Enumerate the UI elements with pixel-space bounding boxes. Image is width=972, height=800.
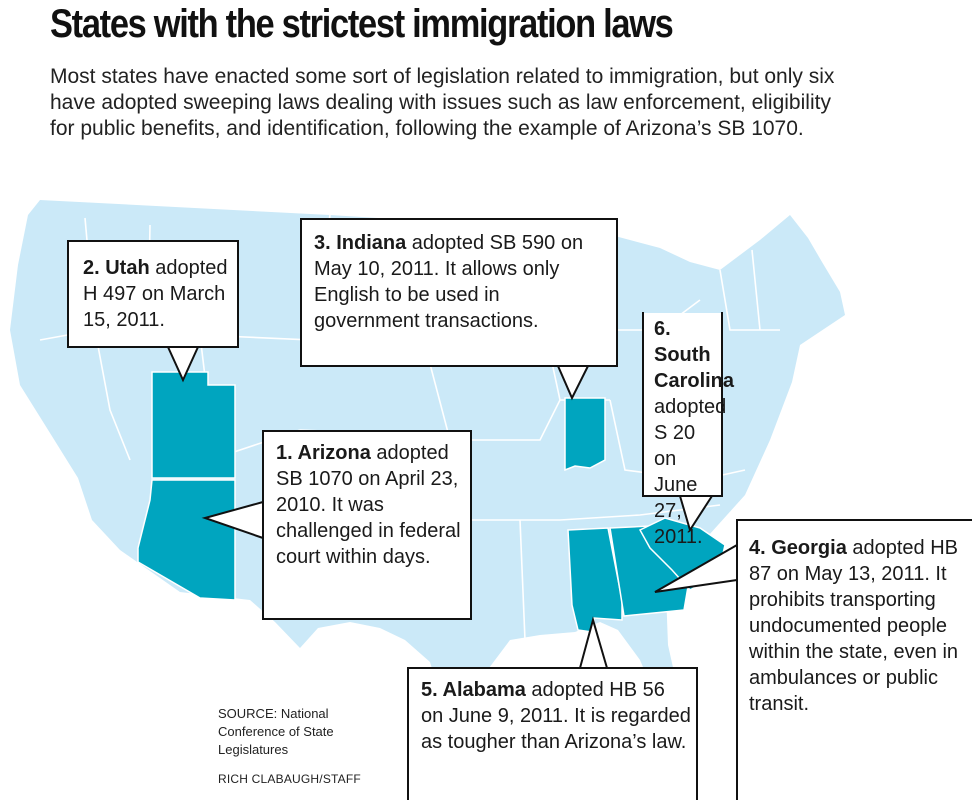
callout-alabama-text: adopted HB 56 on June 9, 2011. It is reg… <box>421 679 691 753</box>
callout-arizona-text: adopted SB 1070 on April 23, 2010. It wa… <box>276 442 461 568</box>
callout-south-carolina-text: adopted S 20 on June 27, 2011. <box>654 396 727 548</box>
callout-georgia: 4. Georgia adopted HB 87 on May 13, 2011… <box>738 521 972 800</box>
pointer-utah <box>167 346 199 383</box>
state-indiana <box>564 397 606 472</box>
pointer-arizona <box>201 501 264 539</box>
callout-open-edges <box>407 312 972 800</box>
callout-alabama-name: 5. Alabama <box>421 679 526 701</box>
callout-georgia-name: 4. Georgia <box>749 537 847 559</box>
callout-indiana-name: 3. Indiana <box>314 232 407 254</box>
source-note: SOURCE: National Conference of State Leg… <box>218 706 334 757</box>
pointer-alabama <box>579 616 608 669</box>
callout-alabama: 5. Alabama adopted HB 56 on June 9, 2011… <box>409 669 696 800</box>
callout-utah: 2. Utah adopted H 497 on March 15, 2011. <box>67 240 239 348</box>
pointer-georgia <box>654 544 738 593</box>
callout-georgia-text: adopted HB 87 on May 13, 2011. It prohib… <box>749 537 959 715</box>
callout-arizona-name: 1. Arizona <box>276 442 371 464</box>
callout-utah-name: 2. Utah <box>83 257 150 279</box>
state-arizona <box>137 479 236 601</box>
pointer-south-carolina <box>679 495 713 533</box>
callout-utah-text: adopted H 497 on March 15, 2011. <box>83 257 228 331</box>
intro-text: Most states have enacted some sort of le… <box>50 65 835 140</box>
pointer-indiana <box>557 365 589 401</box>
highlighted-states <box>137 371 726 633</box>
state-alabama <box>567 527 623 633</box>
callout-south-carolina-name: 6. South Carolina <box>654 318 735 392</box>
page-title: States with the strictest immigration la… <box>50 2 674 46</box>
state-utah <box>151 371 236 479</box>
callout-south-carolina: 6. South Carolina adopted S 20 on June 2… <box>644 313 734 548</box>
credit-line: RICH CLABAUGH/STAFF <box>218 772 361 786</box>
callout-arizona: 1. Arizona adopted SB 1070 on April 23, … <box>262 430 472 620</box>
callout-pointers <box>167 346 738 669</box>
callout-indiana: 3. Indiana adopted SB 590 on May 10, 201… <box>300 218 618 367</box>
callout-indiana-text: adopted SB 590 on May 10, 2011. It allow… <box>314 232 584 332</box>
